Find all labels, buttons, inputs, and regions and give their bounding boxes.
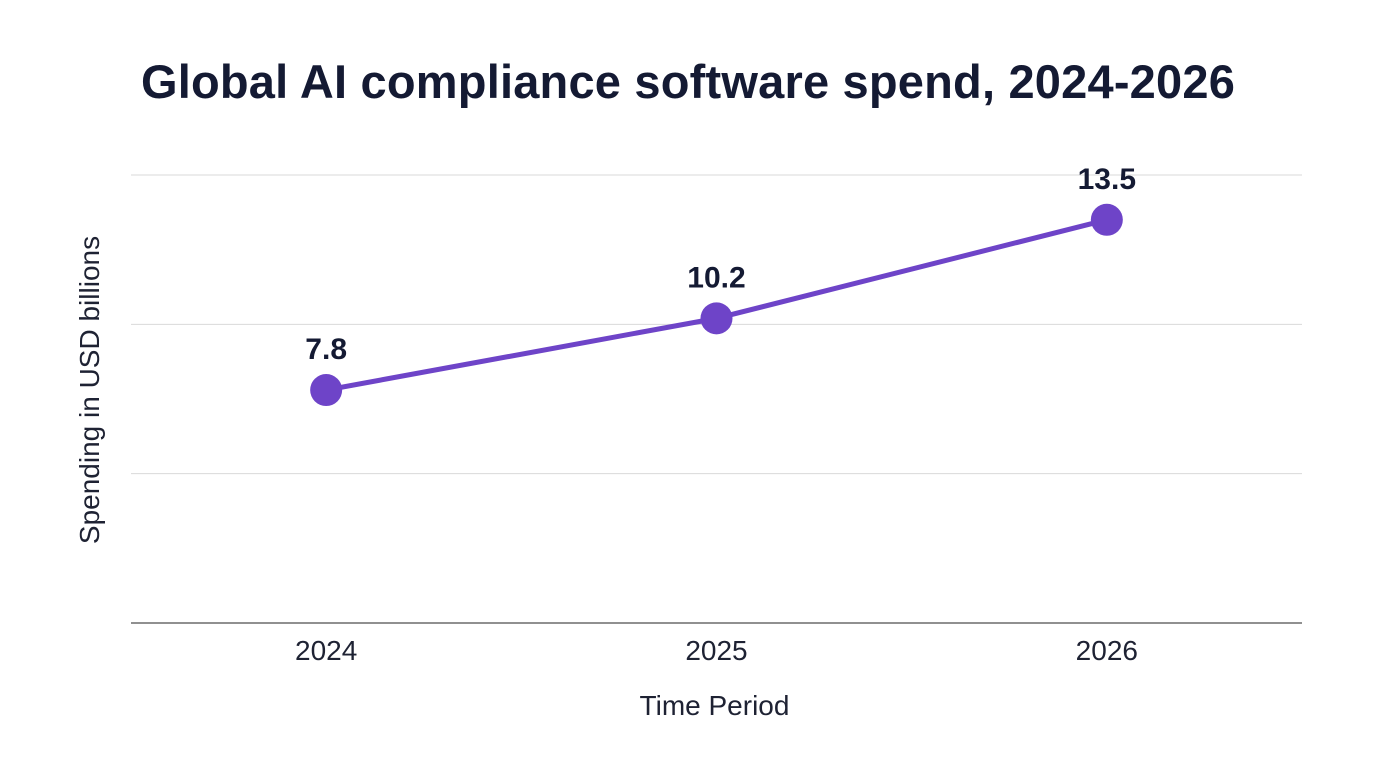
data-labels: 7.8 10.2 13.5 [305, 163, 1136, 366]
chart-title: Global AI compliance software spend, 202… [140, 55, 1236, 108]
y-axis-title: Spending in USD billions [74, 236, 105, 544]
data-label: 10.2 [687, 261, 745, 294]
x-tick-label: 2025 [685, 635, 747, 666]
x-axis-title: Time Period [640, 690, 790, 721]
x-tick-label: 2026 [1076, 635, 1138, 666]
data-label: 13.5 [1078, 163, 1136, 196]
data-point [700, 302, 733, 335]
data-label: 7.8 [305, 333, 347, 366]
x-tick-label: 2024 [295, 635, 357, 666]
data-point [1090, 203, 1123, 236]
data-point [310, 374, 343, 407]
x-tick-labels: 2024 2025 2026 [295, 635, 1138, 666]
data-points [310, 203, 1123, 407]
